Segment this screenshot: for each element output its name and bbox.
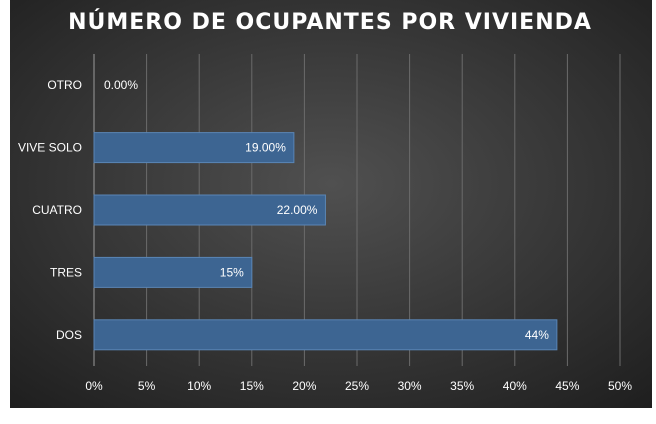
bar [93, 194, 326, 226]
x-tick-label: 35% [450, 379, 474, 393]
category-label: DOS [56, 328, 82, 342]
data-label: 44% [525, 328, 549, 342]
chart-frame: NÚMERO DE OCUPANTES POR VIVIENDA OTRO VIV… [10, 0, 652, 408]
x-tick-label: 5% [138, 379, 156, 393]
data-labels: 0.00% 19.00% 22.00% 15% 44% [104, 78, 549, 342]
category-label: OTRO [47, 78, 82, 92]
x-tick-label: 15% [240, 379, 264, 393]
bars [93, 132, 558, 351]
category-labels: OTRO VIVE SOLO CUATRO TRES DOS [18, 78, 82, 342]
x-tick-labels: 0% 5% 10% 15% 20% 25% 30% 35% 40% 45% 50% [85, 379, 632, 393]
bar [93, 256, 253, 288]
x-tick-label: 40% [503, 379, 527, 393]
category-label: VIVE SOLO [18, 141, 82, 155]
x-tick-label: 25% [345, 379, 369, 393]
x-tick-label: 45% [555, 379, 579, 393]
chart-title: NÚMERO DE OCUPANTES POR VIVIENDA [68, 9, 592, 35]
x-tick-label: 50% [608, 379, 632, 393]
data-label: 22.00% [277, 203, 318, 217]
bar-chart: NÚMERO DE OCUPANTES POR VIVIENDA OTRO VIV… [10, 0, 652, 408]
bar [93, 132, 295, 164]
data-label: 19.00% [245, 141, 286, 155]
bar [93, 319, 558, 351]
category-label: TRES [50, 265, 82, 279]
x-tick-label: 30% [398, 379, 422, 393]
data-label: 0.00% [104, 78, 138, 92]
data-label: 15% [220, 265, 244, 279]
x-tick-label: 20% [292, 379, 316, 393]
x-tick-label: 10% [187, 379, 211, 393]
x-tick-label: 0% [85, 379, 103, 393]
category-label: CUATRO [32, 203, 82, 217]
